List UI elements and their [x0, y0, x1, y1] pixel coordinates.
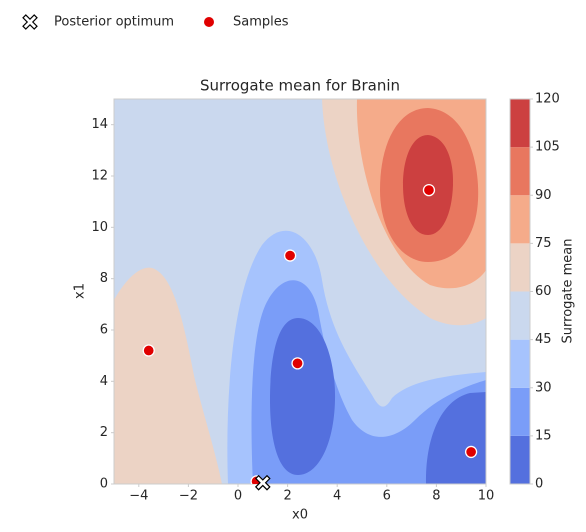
x-tick-label: −2 [179, 489, 198, 504]
plot-frame [113, 98, 487, 485]
contour-field [114, 99, 486, 484]
sample-point [422, 183, 436, 197]
colorbar-tick-label: 0 [535, 477, 543, 492]
colorbar-band [510, 195, 530, 244]
x-tick-label: 8 [432, 489, 440, 504]
chart-title: Surrogate mean for Branin [200, 77, 400, 95]
x-tick-label: 2 [283, 489, 291, 504]
colorbar-frame [509, 98, 531, 485]
colorbar-tick-label: 15 [535, 428, 552, 443]
colorbar-band [510, 435, 530, 484]
colorbar-tick-label: 90 [535, 188, 552, 203]
colorbar-band [510, 99, 530, 148]
sample-point [464, 445, 478, 459]
y-tick-label: 0 [100, 477, 108, 492]
colorbar-tick-label: 60 [535, 284, 552, 299]
colorbar-tick-label: 45 [535, 332, 552, 347]
colorbar-tick-label: 75 [535, 236, 552, 251]
colorbar-tick-label: 30 [535, 380, 552, 395]
contour-region [114, 267, 222, 484]
colorbar-band [510, 339, 530, 388]
colorbar-band [510, 387, 530, 436]
legend-marker [204, 17, 214, 27]
optimum-marker [254, 474, 271, 491]
y-tick-label: 6 [100, 323, 108, 338]
y-tick-label: 4 [100, 374, 108, 389]
colorbar-band [510, 291, 530, 340]
y-tick-label: 8 [100, 271, 108, 286]
x-tick-label: −4 [129, 489, 148, 504]
y-tick-label: 14 [91, 117, 108, 132]
y-axis-label: x1 [73, 283, 88, 299]
contour-region [425, 392, 486, 484]
sample-point [142, 344, 155, 357]
sample-point [283, 249, 297, 262]
colorbar-tick-label: 120 [535, 92, 560, 107]
sample-point [291, 357, 304, 370]
colorbar-tick-label: 105 [535, 140, 560, 155]
legend-label: Posterior optimum [54, 15, 174, 30]
x-tick-label: 10 [478, 489, 495, 504]
y-tick-label: 12 [91, 169, 108, 184]
x-axis-label: x0 [292, 508, 308, 523]
colorbar-band [510, 147, 530, 196]
contour-region [270, 318, 336, 475]
y-tick-label: 2 [100, 425, 108, 440]
legend-label: Samples [233, 15, 289, 30]
colorbar-label: Surrogate mean [561, 239, 576, 344]
colorbar-band [510, 243, 530, 292]
x-tick-label: 0 [234, 489, 242, 504]
x-tick-label: 4 [333, 489, 341, 504]
legend-marker [22, 14, 38, 30]
y-tick-label: 10 [91, 220, 108, 235]
x-tick-label: 6 [383, 489, 391, 504]
